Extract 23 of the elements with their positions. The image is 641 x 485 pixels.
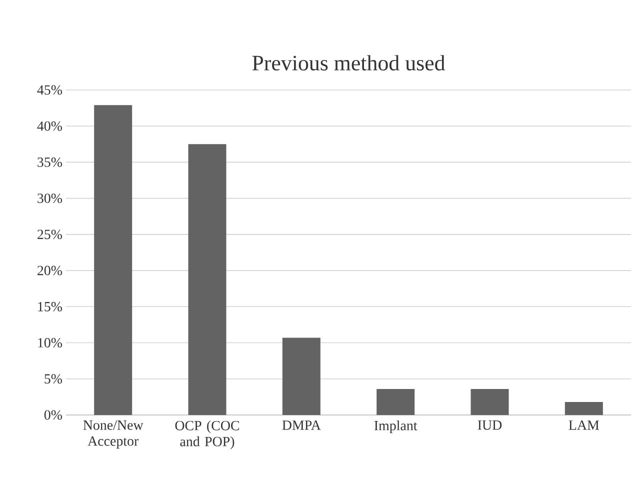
bar (94, 105, 132, 415)
y-tick-label: 40% (37, 121, 62, 131)
y-tick-label: 20% (38, 266, 62, 276)
y-tick-label: 5% (44, 374, 62, 384)
bar (470, 388, 509, 415)
y-tick-label: 10% (38, 338, 62, 348)
y-tick-label: 0% (44, 410, 62, 420)
bar (188, 144, 226, 415)
y-tick-label: 35% (38, 157, 62, 167)
y-tick-label: 30% (38, 194, 62, 204)
x-tick-label: OCP (COC and POP) (175, 420, 240, 450)
x-tick-label: Implant (374, 420, 418, 434)
chart-title: Previous method used (252, 55, 446, 70)
x-tick-label: IUD (478, 420, 502, 430)
bar (376, 388, 415, 415)
bar (564, 402, 603, 415)
bar (282, 338, 320, 415)
x-tick-label: None/New Acceptor (83, 420, 144, 449)
x-tick-label: DMPA (282, 420, 321, 430)
x-tick-label: LAM (568, 420, 600, 430)
y-tick-label: 15% (38, 302, 62, 312)
y-tick-label: 25% (38, 230, 62, 240)
y-tick-label: 45% (37, 85, 62, 95)
